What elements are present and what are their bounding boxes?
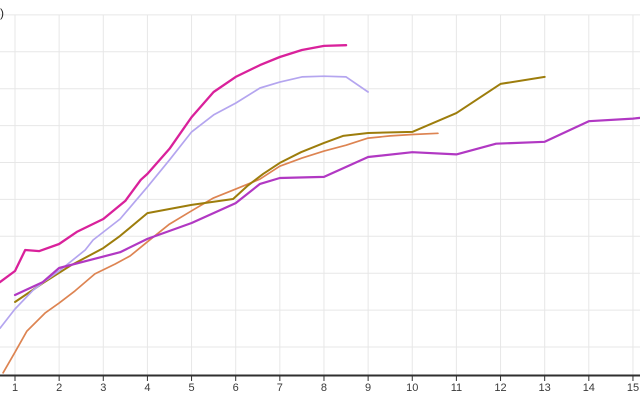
series-line-purple <box>13 116 640 297</box>
x-tick-label: 6 <box>233 382 239 394</box>
series-line-orange <box>2 132 439 374</box>
x-tick-label: 4 <box>144 382 150 394</box>
x-tick-label: 15 <box>627 382 639 394</box>
x-tick-label: 8 <box>321 382 327 394</box>
x-tick-label: 2 <box>56 382 62 394</box>
x-tick-label: 1 <box>12 382 18 394</box>
x-tick-label: 12 <box>494 382 506 394</box>
x-tick-label: 9 <box>365 382 371 394</box>
series-line-magenta <box>0 44 348 284</box>
x-tick-label: 3 <box>100 382 106 394</box>
x-tick-label: 14 <box>583 382 595 394</box>
x-tick-label: 10 <box>406 382 418 394</box>
x-tick-label: 5 <box>188 382 194 394</box>
series-line-lavender <box>0 75 369 330</box>
x-tick-label: 13 <box>539 382 551 394</box>
x-tick-label: 7 <box>277 382 283 394</box>
x-tick-label: 11 <box>451 382 462 394</box>
cropped-y-axis-label: ) <box>0 6 4 20</box>
series-line-olive <box>14 75 546 303</box>
